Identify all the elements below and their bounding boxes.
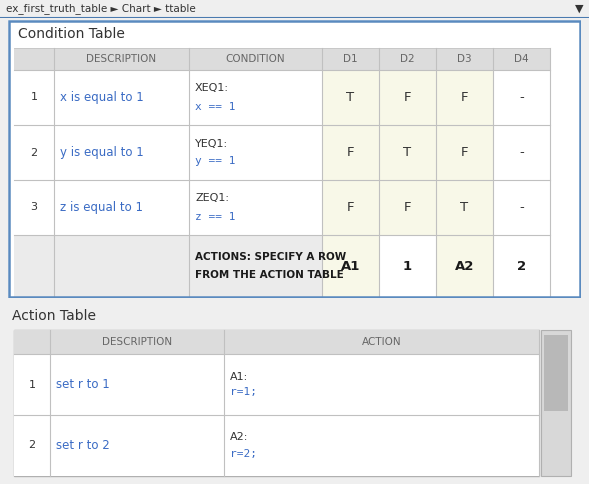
Text: A1: A1 xyxy=(341,259,360,272)
Text: D2: D2 xyxy=(400,54,415,64)
Bar xyxy=(14,48,550,70)
Text: YEQ1:: YEQ1: xyxy=(195,138,228,149)
Text: FROM THE ACTION TABLE: FROM THE ACTION TABLE xyxy=(195,270,344,280)
Text: 1: 1 xyxy=(31,92,38,103)
Text: F: F xyxy=(347,146,354,159)
Text: set r to 1: set r to 1 xyxy=(56,378,110,391)
Bar xyxy=(379,180,436,235)
Text: Condition Table: Condition Table xyxy=(18,27,125,41)
Bar xyxy=(379,125,436,180)
Text: z == 1: z == 1 xyxy=(195,212,236,222)
Bar xyxy=(14,125,322,180)
Text: F: F xyxy=(461,91,468,104)
Bar xyxy=(493,235,550,297)
Bar xyxy=(379,235,436,297)
Text: D3: D3 xyxy=(457,54,472,64)
Text: x == 1: x == 1 xyxy=(195,102,236,111)
Bar xyxy=(322,235,379,297)
Text: x is equal to 1: x is equal to 1 xyxy=(60,91,144,104)
Bar xyxy=(322,180,379,235)
Text: 2: 2 xyxy=(28,440,35,451)
Text: D1: D1 xyxy=(343,54,358,64)
Bar xyxy=(493,125,550,180)
Text: T: T xyxy=(346,91,355,104)
Text: Action Table: Action Table xyxy=(12,309,96,323)
Bar xyxy=(436,125,493,180)
Text: y is equal to 1: y is equal to 1 xyxy=(60,146,144,159)
Bar xyxy=(14,330,539,476)
Text: y == 1: y == 1 xyxy=(195,156,236,166)
Bar xyxy=(14,330,539,354)
Text: r=1;: r=1; xyxy=(230,388,257,397)
Text: F: F xyxy=(403,201,411,214)
Bar xyxy=(379,70,436,125)
Text: 2: 2 xyxy=(31,148,38,157)
Text: F: F xyxy=(347,201,354,214)
Bar xyxy=(436,235,493,297)
Text: ▼: ▼ xyxy=(574,4,583,14)
Text: D4: D4 xyxy=(514,54,529,64)
Text: z is equal to 1: z is equal to 1 xyxy=(60,201,143,214)
Text: set r to 2: set r to 2 xyxy=(56,439,110,452)
Bar xyxy=(14,180,322,235)
Bar xyxy=(14,415,539,476)
Bar xyxy=(541,330,571,476)
Text: DESCRIPTION: DESCRIPTION xyxy=(102,337,172,347)
Bar xyxy=(436,180,493,235)
Bar xyxy=(493,70,550,125)
Text: 1: 1 xyxy=(403,259,412,272)
Bar xyxy=(544,335,568,411)
Text: CONDITION: CONDITION xyxy=(226,54,285,64)
Text: r=2;: r=2; xyxy=(230,449,257,458)
Text: -: - xyxy=(519,146,524,159)
Text: T: T xyxy=(461,201,469,214)
Text: -: - xyxy=(519,201,524,214)
Text: 3: 3 xyxy=(31,202,38,212)
Bar xyxy=(436,70,493,125)
Bar xyxy=(14,354,539,415)
Bar xyxy=(322,70,379,125)
Text: ACTION: ACTION xyxy=(362,337,401,347)
Text: T: T xyxy=(403,146,412,159)
Text: DESCRIPTION: DESCRIPTION xyxy=(87,54,157,64)
Text: F: F xyxy=(461,146,468,159)
Text: 2: 2 xyxy=(517,259,526,272)
Bar xyxy=(14,235,322,297)
Text: ex_first_truth_table ► Chart ► ttable: ex_first_truth_table ► Chart ► ttable xyxy=(6,3,196,15)
Text: F: F xyxy=(403,91,411,104)
Text: -: - xyxy=(519,91,524,104)
Text: ZEQ1:: ZEQ1: xyxy=(195,194,229,203)
Text: XEQ1:: XEQ1: xyxy=(195,84,229,93)
Text: 1: 1 xyxy=(28,379,35,390)
Text: A2:: A2: xyxy=(230,433,249,442)
Bar xyxy=(322,125,379,180)
Bar xyxy=(493,180,550,235)
Text: A1:: A1: xyxy=(230,372,248,381)
Text: A2: A2 xyxy=(455,259,474,272)
Text: ACTIONS: SPECIFY A ROW: ACTIONS: SPECIFY A ROW xyxy=(195,252,346,262)
Bar xyxy=(14,70,322,125)
